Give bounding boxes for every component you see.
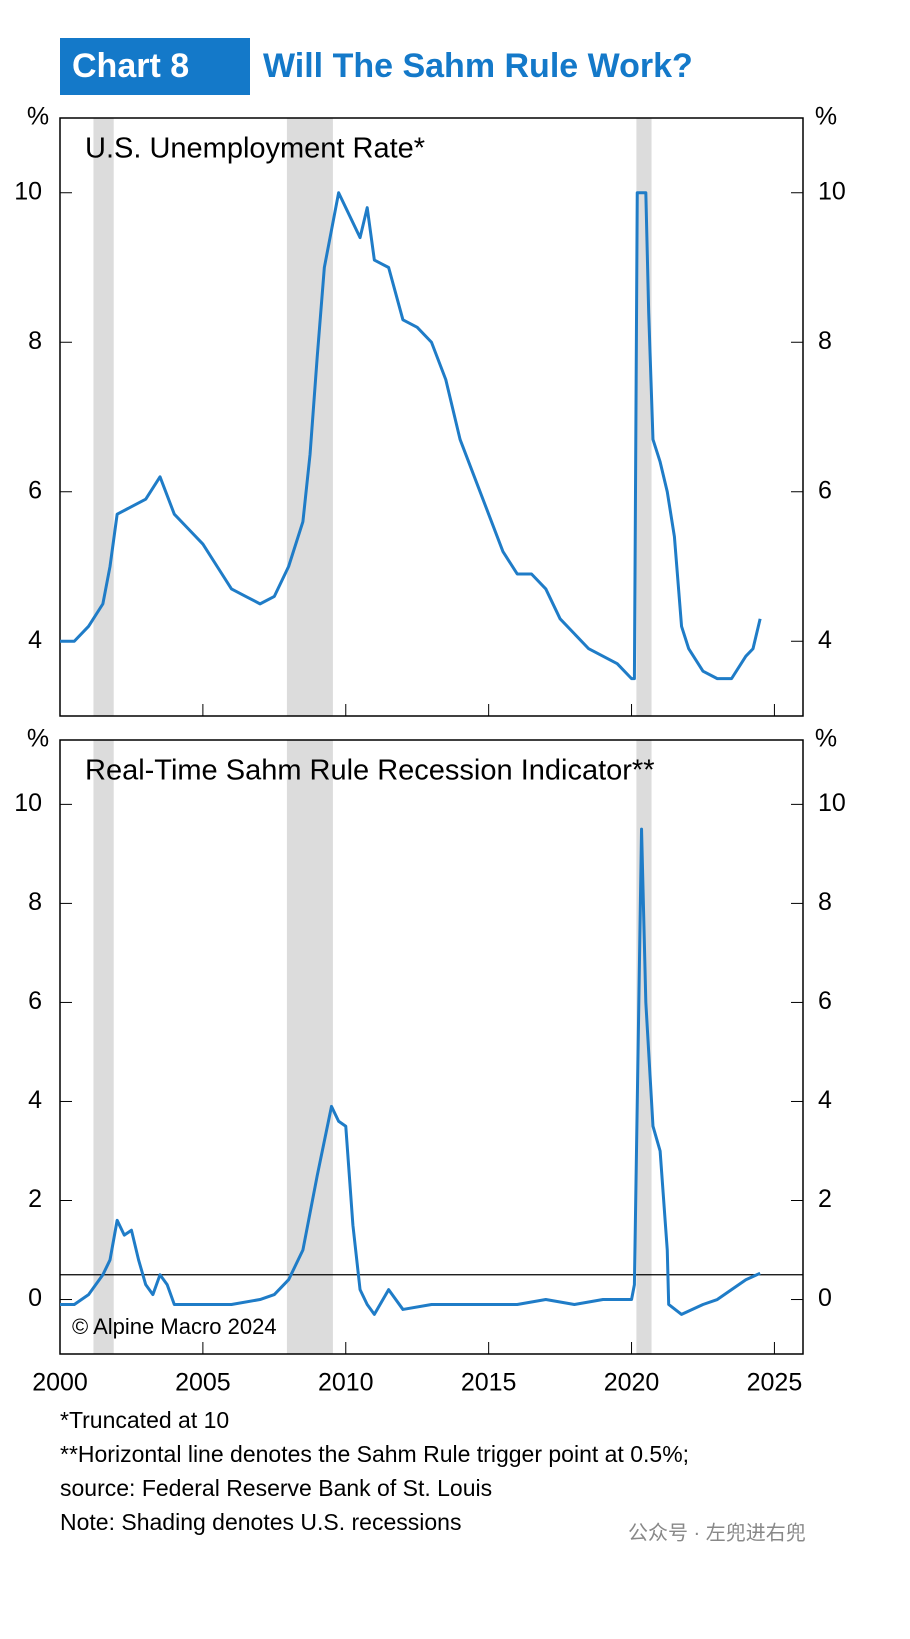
y2-tick-label: 6 [818, 987, 832, 1015]
y-tick-label: 10 [14, 789, 42, 817]
x-tick-label: 2010 [318, 1369, 374, 1397]
x-tick-label: 2015 [461, 1369, 517, 1397]
y2-tick-label: 10 [818, 177, 846, 205]
recession-shading [93, 740, 114, 1354]
footnote: *Truncated at 10 [60, 1407, 229, 1433]
x-tick-label: 2005 [175, 1369, 231, 1397]
recession-shading [286, 740, 333, 1354]
y-tick-label: 8 [28, 327, 42, 355]
y2-tick-label: 0 [818, 1284, 832, 1312]
y-tick-label: 6 [28, 476, 42, 504]
x-tick-label: 2000 [32, 1369, 88, 1397]
footnote: **Horizontal line denotes the Sahm Rule … [60, 1441, 689, 1467]
data-line [60, 191, 762, 681]
y2-tick-label: 8 [818, 888, 832, 916]
y2-tick-label: 10 [818, 789, 846, 817]
y2-tick-label: 8 [818, 327, 832, 355]
footnote: source: Federal Reserve Bank of St. Loui… [60, 1475, 492, 1501]
y2-tick-label: 2 [818, 1185, 832, 1213]
plot-frame [59, 739, 804, 1355]
header-label: Chart 8 [72, 47, 189, 85]
panel-title: Real-Time Sahm Rule Recession Indicator*… [85, 755, 655, 787]
y2-tick-label: 4 [818, 1086, 832, 1114]
y2-tick-label: 4 [818, 626, 832, 654]
recession-shading [286, 118, 333, 716]
x-tick-label: 2020 [604, 1369, 660, 1397]
recession-shading [636, 118, 652, 716]
y-axis-label: % [27, 103, 49, 131]
y-tick-label: 0 [28, 1284, 42, 1312]
panel-title: U.S. Unemployment Rate* [85, 133, 425, 165]
header-box [60, 38, 250, 95]
header-title: Will The Sahm Rule Work? [263, 47, 693, 85]
y-tick-label: 6 [28, 987, 42, 1015]
recession-shading [93, 118, 114, 716]
footnote: Note: Shading denotes U.S. recessions [60, 1509, 461, 1535]
watermark: 公众号 · 左兜进右兜 [628, 1521, 806, 1544]
y2-tick-label: 6 [818, 476, 832, 504]
y-tick-label: 8 [28, 888, 42, 916]
x-tick-label: 2025 [747, 1369, 803, 1397]
y-tick-label: 10 [14, 177, 42, 205]
plot-frame [59, 117, 804, 717]
y-tick-label: 4 [28, 1086, 42, 1114]
y2-axis-label: % [815, 725, 837, 753]
y-axis-label: % [27, 725, 49, 753]
y2-axis-label: % [815, 103, 837, 131]
annotation: © Alpine Macro 2024 [72, 1314, 277, 1339]
y-tick-label: 2 [28, 1185, 42, 1213]
data-line [60, 827, 761, 1316]
y-tick-label: 4 [28, 626, 42, 654]
